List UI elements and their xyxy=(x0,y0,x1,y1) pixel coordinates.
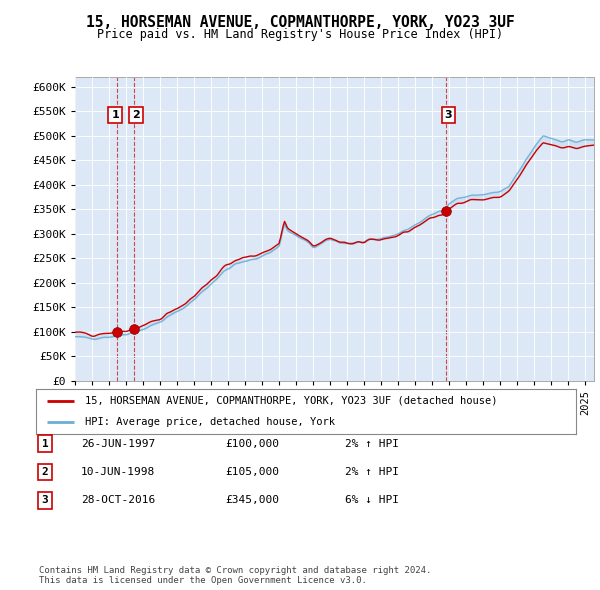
Text: 15, HORSEMAN AVENUE, COPMANTHORPE, YORK, YO23 3UF: 15, HORSEMAN AVENUE, COPMANTHORPE, YORK,… xyxy=(86,15,514,30)
Text: 3: 3 xyxy=(445,110,452,120)
Text: 2: 2 xyxy=(41,467,49,477)
Text: 15, HORSEMAN AVENUE, COPMANTHORPE, YORK, YO23 3UF (detached house): 15, HORSEMAN AVENUE, COPMANTHORPE, YORK,… xyxy=(85,396,497,406)
Text: 10-JUN-1998: 10-JUN-1998 xyxy=(81,467,155,477)
Text: Price paid vs. HM Land Registry's House Price Index (HPI): Price paid vs. HM Land Registry's House … xyxy=(97,28,503,41)
Text: 6% ↓ HPI: 6% ↓ HPI xyxy=(345,496,399,505)
Text: £105,000: £105,000 xyxy=(225,467,279,477)
Text: 3: 3 xyxy=(41,496,49,505)
Text: 1: 1 xyxy=(111,110,119,120)
Text: Contains HM Land Registry data © Crown copyright and database right 2024.
This d: Contains HM Land Registry data © Crown c… xyxy=(39,566,431,585)
Text: 2: 2 xyxy=(132,110,139,120)
Text: 2% ↑ HPI: 2% ↑ HPI xyxy=(345,467,399,477)
Text: £100,000: £100,000 xyxy=(225,439,279,448)
Text: 26-JUN-1997: 26-JUN-1997 xyxy=(81,439,155,448)
Text: £345,000: £345,000 xyxy=(225,496,279,505)
Text: 1: 1 xyxy=(41,439,49,448)
Text: HPI: Average price, detached house, York: HPI: Average price, detached house, York xyxy=(85,417,335,427)
Text: 2% ↑ HPI: 2% ↑ HPI xyxy=(345,439,399,448)
Text: 28-OCT-2016: 28-OCT-2016 xyxy=(81,496,155,505)
